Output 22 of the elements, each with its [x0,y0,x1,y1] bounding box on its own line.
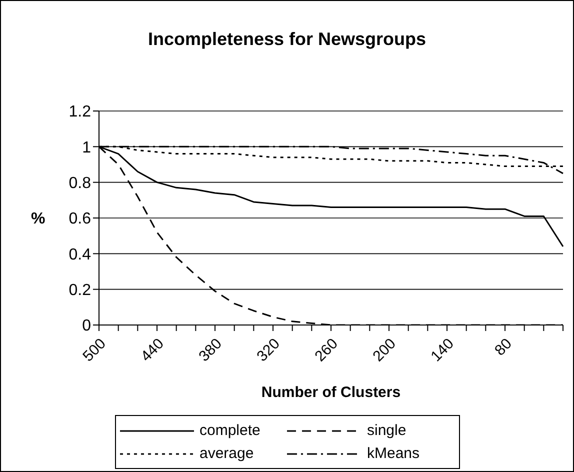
y-tick-label: 1.2 [68,104,92,121]
legend-label: single [367,422,406,439]
x-axis-title: Number of Clusters [261,384,401,401]
x-tick-label: 380 [196,335,226,366]
x-tick-label: 80 [492,335,516,360]
y-tick-label: 0.4 [68,246,92,264]
y-tick-label: 1 [82,139,92,156]
x-tick-label: 200 [370,335,400,366]
chart-title: Incompleteness for Newsgroups [146,29,428,50]
legend-label: average [200,445,254,462]
legend-label: kMeans [367,445,420,462]
legend-label: complete [200,422,260,439]
y-tick-label: 0.2 [68,282,92,300]
y-axis-title: % [31,210,46,228]
x-tick-label: 440 [138,335,168,366]
y-tick-label: 0 [82,318,92,335]
x-tick-label: 260 [312,335,342,366]
y-tick-label: 0.8 [68,175,92,192]
x-tick-label: 500 [80,335,110,366]
x-tick-label: 140 [428,335,458,366]
x-tick-label: 320 [254,335,284,366]
y-tick-label: 0.6 [68,210,92,228]
